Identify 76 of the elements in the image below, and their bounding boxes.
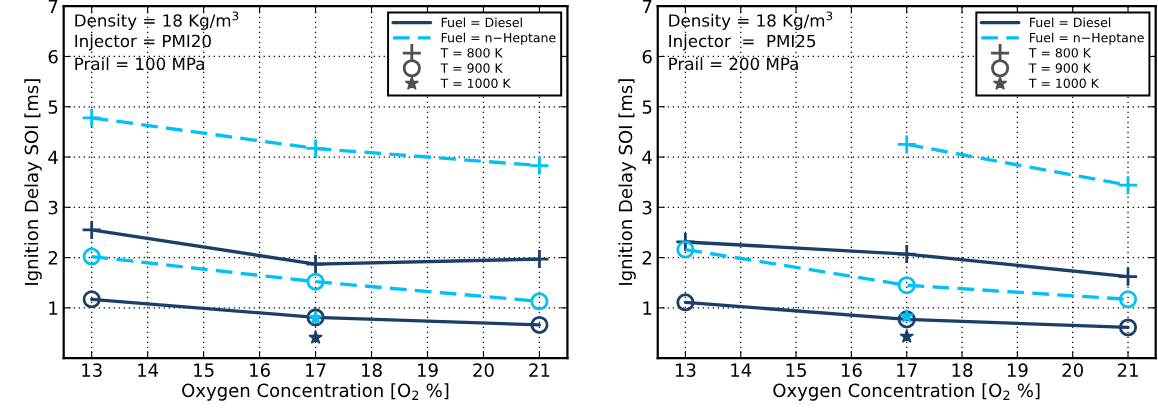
legend-label: T = 1000 K [1028, 78, 1100, 89]
point [81, 107, 103, 129]
point [896, 134, 918, 155]
y-tick-label: 1 [643, 301, 652, 315]
legend-label: T = 800 K [1028, 48, 1092, 58]
annotation: Density = 18 Kg/m$^{3}$ [669, 11, 833, 30]
x-tick-label: 13 [675, 363, 696, 377]
legend-label: T = 900 K [440, 63, 503, 73]
x-tick-label: 14 [731, 363, 752, 377]
point [530, 315, 549, 334]
point [308, 329, 323, 344]
annotation: Injector = PMI20 [75, 34, 211, 51]
y-tick-label: 2 [48, 251, 58, 265]
point [899, 308, 915, 323]
x-tick-label: 16 [250, 363, 270, 377]
point [1118, 318, 1138, 337]
x-tick-label: 13 [82, 363, 102, 377]
y-tick-label: 5 [48, 100, 58, 114]
x-tick-label: 14 [138, 363, 159, 377]
y-tick-label: 3 [48, 200, 58, 215]
annotation: Prail = 100 MPa [75, 57, 204, 71]
y-tick-label: 1 [49, 301, 58, 315]
point [1117, 266, 1139, 288]
point [1117, 174, 1139, 196]
x-tick-label: 18 [952, 363, 973, 377]
point [82, 247, 101, 266]
x-tick-label: 20 [473, 363, 494, 377]
point [305, 253, 326, 275]
x-tick-label: 17 [897, 363, 917, 377]
y-tick-label: 7 [642, 0, 652, 14]
y-tick-label: 5 [642, 100, 652, 114]
y-axis-title: Ignition Delay SOI [ms] [618, 79, 636, 285]
legend-label: Fuel = Diesel [1030, 17, 1111, 28]
point [896, 243, 918, 265]
point [897, 310, 916, 329]
annotation: Density = 18 Kg/m$^{3}$ [75, 11, 239, 30]
y-tick-label: 4 [642, 150, 652, 164]
legend-label: T = 900 K [1028, 63, 1092, 73]
x-axis-title: Oxygen Concentration [O$_{2}$ %] [773, 383, 1040, 401]
point [899, 328, 915, 343]
x-axis-title: Oxygen Concentration [O$_{2}$ %] [182, 383, 449, 401]
legend-label: Fuel = n−Heptane [1030, 32, 1144, 45]
x-tick-label: 17 [306, 363, 326, 377]
x-tick-label: 18 [362, 363, 382, 377]
point [676, 240, 695, 259]
legend-label: T = 1000 K [440, 78, 511, 89]
point [1118, 290, 1138, 309]
x-tick-label: 15 [786, 363, 806, 377]
y-axis-title: Ignition Delay SOI [ms] [24, 79, 42, 285]
point [82, 290, 101, 309]
y-tick-label: 4 [48, 150, 58, 164]
point [305, 138, 326, 159]
y-tick-label: 2 [642, 251, 652, 265]
annotation: Prail = 200 MPa [669, 57, 798, 71]
x-tick-label: 21 [1117, 363, 1138, 377]
legend-label: Fuel = n−Heptane [441, 32, 556, 45]
point [81, 219, 103, 241]
y-tick-label: 6 [48, 49, 58, 64]
point [529, 248, 550, 270]
x-tick-label: 19 [1007, 363, 1028, 377]
y-tick-label: 7 [48, 0, 58, 14]
point [897, 276, 916, 295]
x-tick-label: 21 [529, 363, 550, 377]
y-tick-label: 3 [642, 200, 652, 215]
y-tick-label: 6 [642, 49, 652, 64]
annotation: Injector = PMI25 [669, 34, 816, 51]
point [529, 155, 550, 176]
x-tick-label: 20 [1062, 363, 1083, 377]
x-tick-label: 19 [417, 363, 438, 377]
legend-label: T = 800 K [440, 48, 503, 58]
x-tick-label: 16 [841, 363, 862, 377]
legend-label: Fuel = Diesel [441, 17, 522, 28]
point [530, 292, 549, 311]
x-tick-label: 15 [194, 363, 214, 377]
point [306, 272, 325, 291]
point [676, 293, 695, 312]
